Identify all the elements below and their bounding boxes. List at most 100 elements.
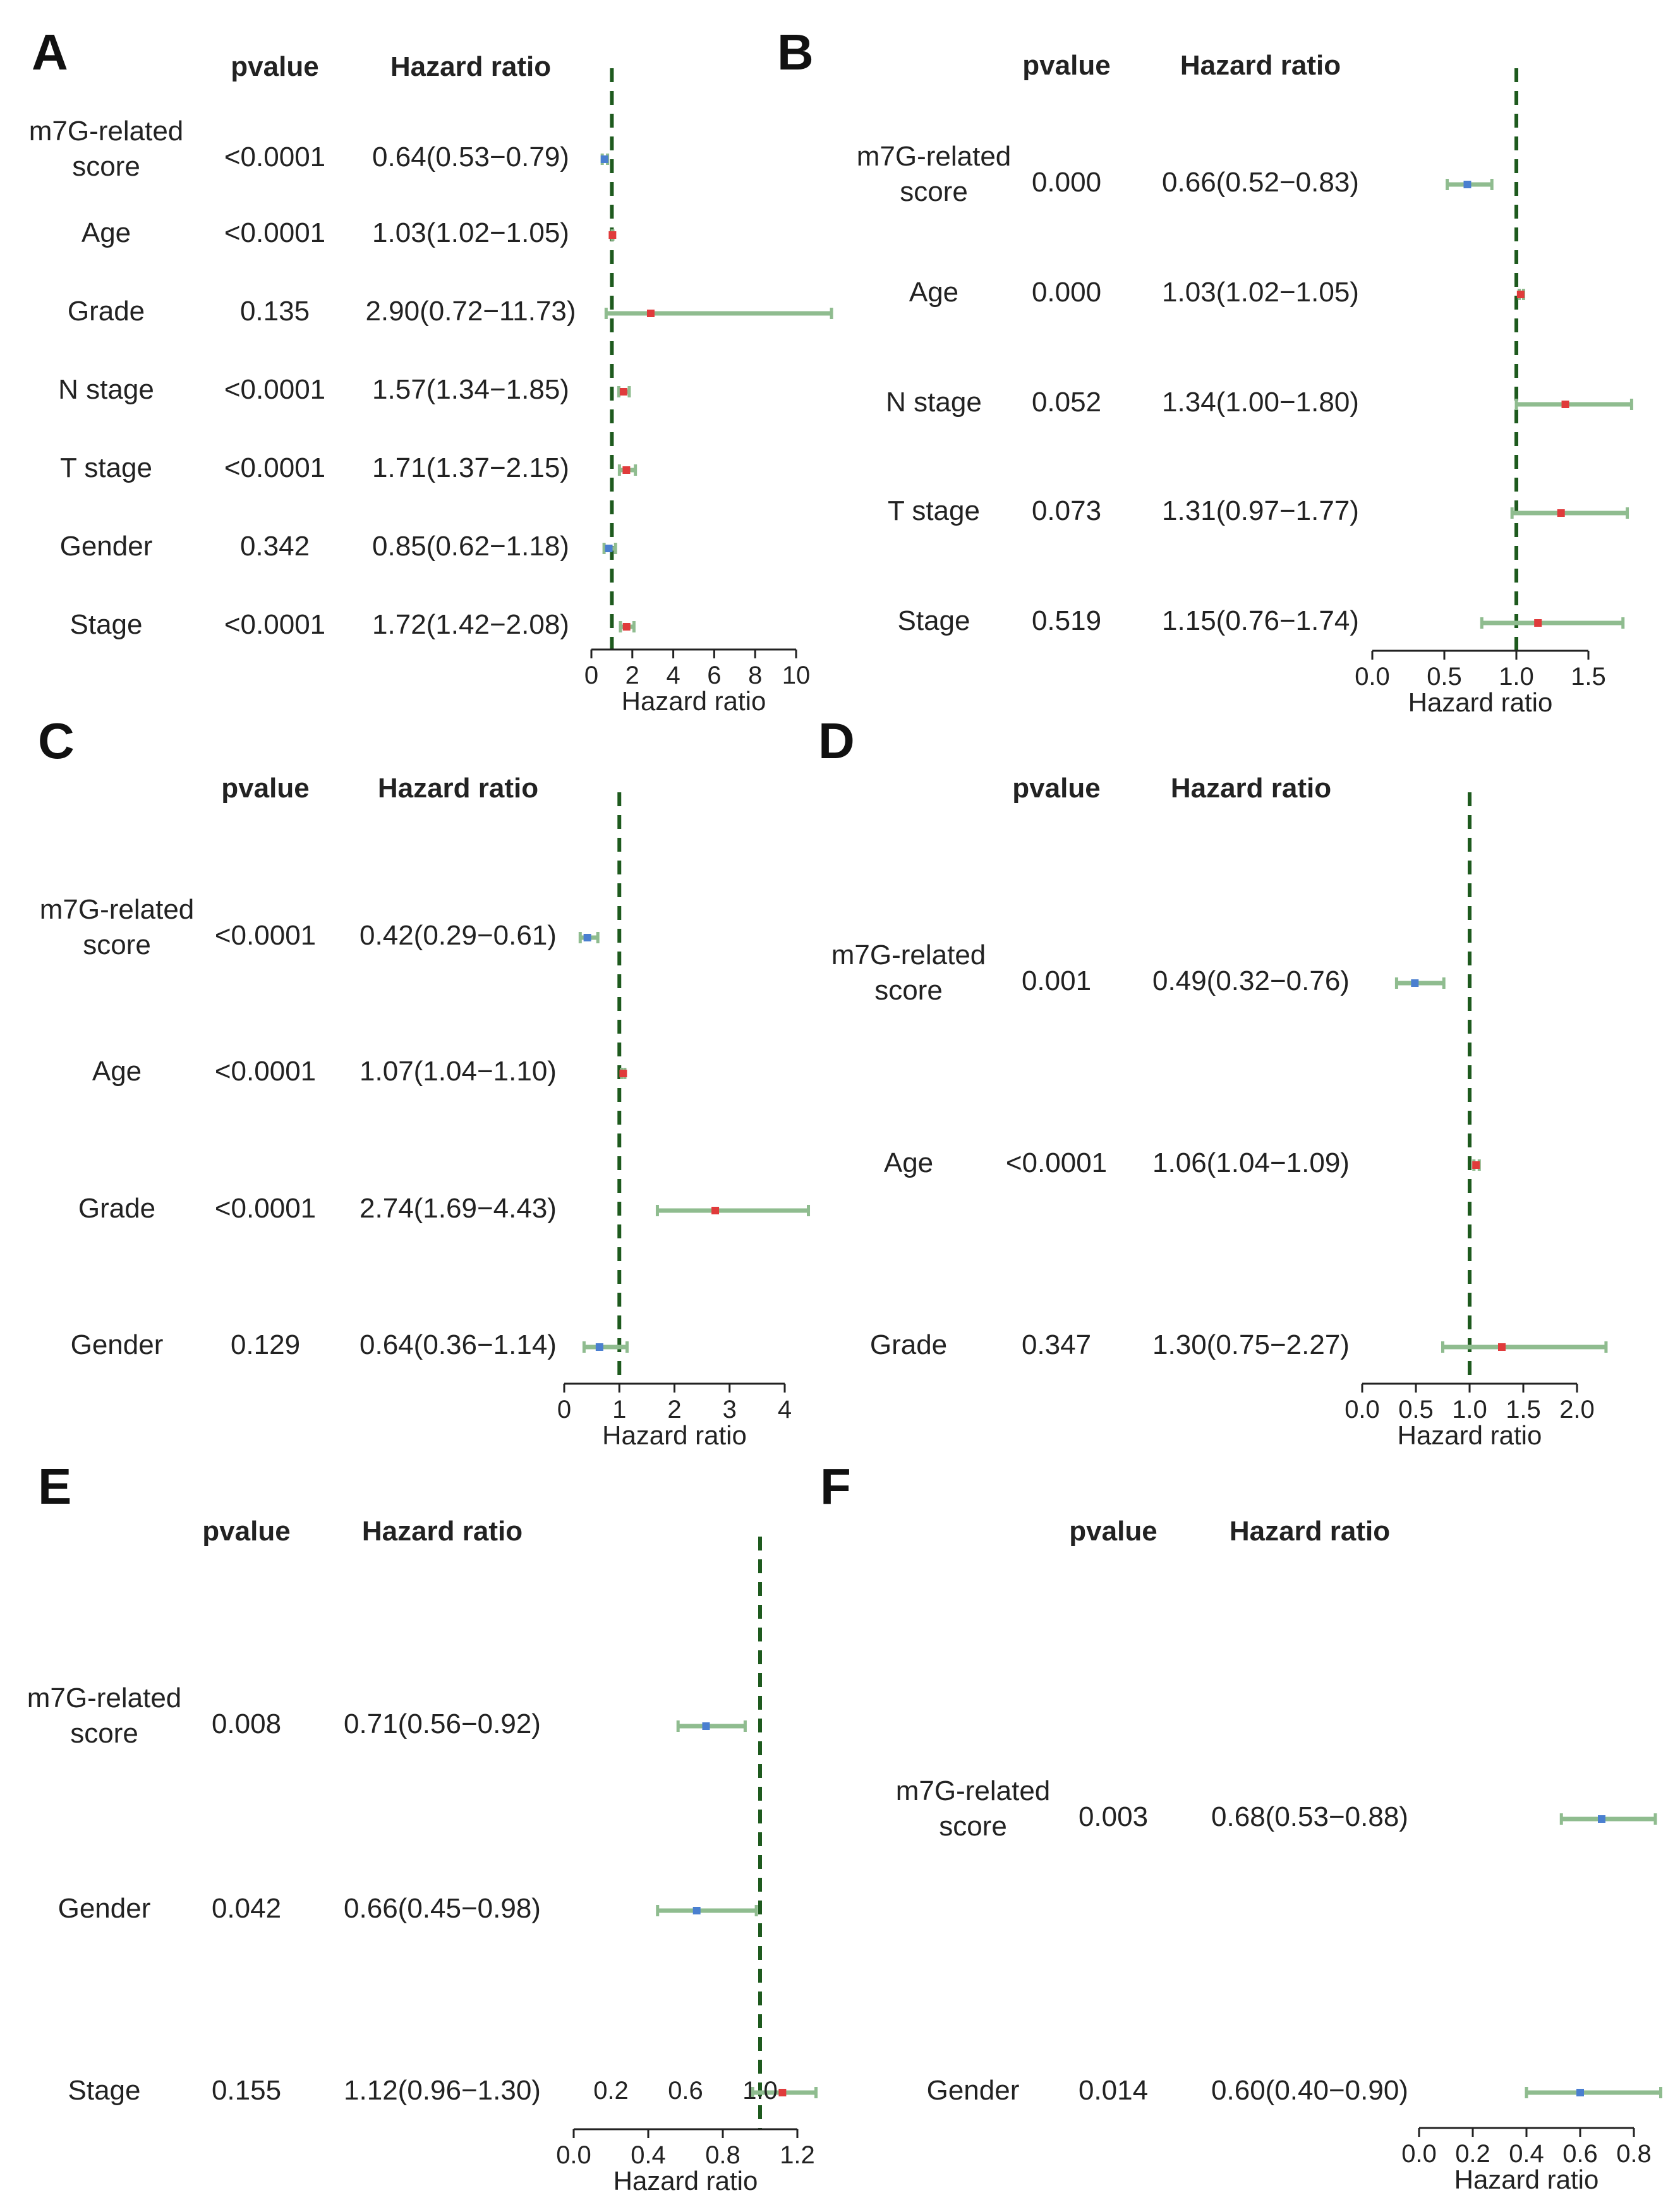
panel-a-x-tick-label: 8 bbox=[748, 662, 762, 689]
panel-b-row-label: Stage bbox=[898, 605, 970, 636]
panel-a-x-tick-label: 2 bbox=[625, 662, 639, 689]
panel-d-x-tick-label: 1.0 bbox=[1452, 1396, 1487, 1423]
panel-a-header-hazard-ratio: Hazard ratio bbox=[390, 51, 551, 82]
panel-d-x-tick-label: 0.5 bbox=[1398, 1396, 1434, 1423]
panel-c-x-tick-label: 3 bbox=[723, 1396, 737, 1423]
panel-b-row-label: Age bbox=[909, 277, 958, 308]
panel-b-point-estimate bbox=[1534, 619, 1542, 627]
panel-d-row-hr-text: 1.30(0.75−2.27) bbox=[1152, 1329, 1350, 1360]
panel-c-point-estimate bbox=[619, 1070, 627, 1077]
panel-f-header-hazard-ratio: Hazard ratio bbox=[1230, 1516, 1390, 1547]
panel-e-upper-tick-label: 0.6 bbox=[668, 2077, 703, 2105]
panel-a-row-pvalue: <0.0001 bbox=[224, 609, 325, 640]
panel-a-row-hr-text: 1.71(1.37−2.15) bbox=[372, 452, 569, 483]
panel-b-row-label: m7G-related score bbox=[857, 141, 1012, 207]
panel-a-row-pvalue: 0.342 bbox=[240, 531, 310, 562]
panel-a-row-pvalue: 0.135 bbox=[240, 296, 310, 327]
panel-e-row-hr-text: 1.12(0.96−1.30) bbox=[344, 2075, 541, 2106]
panel-d-row-pvalue: 0.001 bbox=[1022, 965, 1091, 996]
panel-c-row-hr-text: 1.07(1.04−1.10) bbox=[360, 1056, 557, 1087]
panel-c-x-tick-label: 4 bbox=[778, 1396, 792, 1423]
panel-a-row-pvalue: <0.0001 bbox=[224, 374, 325, 405]
panel-a-row-label: m7G-related score bbox=[29, 116, 184, 182]
panel-b-header-hazard-ratio: Hazard ratio bbox=[1180, 50, 1341, 81]
panel-a-x-tick-label: 10 bbox=[782, 662, 811, 689]
panel-a-row-hr-text: 0.64(0.53−0.79) bbox=[372, 142, 569, 172]
panel-b-x-tick-label: 1.0 bbox=[1499, 663, 1534, 691]
panel-f-row-hr-text: 0.68(0.53−0.88) bbox=[1211, 1801, 1408, 1832]
panel-c-x-tick-label: 1 bbox=[612, 1396, 626, 1423]
panel-b-point-estimate bbox=[1463, 181, 1472, 188]
panel-f-letter: F bbox=[820, 1458, 851, 1514]
panel-a-header-pvalue: pvalue bbox=[231, 51, 318, 82]
panel-b-x-tick-label: 1.5 bbox=[1571, 663, 1606, 691]
panel-f-x-axis-title: Hazard ratio bbox=[1454, 2165, 1599, 2194]
panel-a-row-hr-text: 1.57(1.34−1.85) bbox=[372, 374, 569, 405]
panel-f-x-tick-label: 0.0 bbox=[1401, 2140, 1437, 2168]
panel-b-point-estimate bbox=[1516, 291, 1525, 298]
panel-d-x-tick-label: 0.0 bbox=[1345, 1396, 1380, 1423]
panel-d-row-pvalue: <0.0001 bbox=[1006, 1147, 1107, 1178]
panel-a-row-label: Gender bbox=[60, 531, 153, 562]
panel-c-point-estimate bbox=[583, 934, 591, 941]
panel-d-row-label: Age bbox=[884, 1147, 933, 1178]
panel-e-row-pvalue: 0.155 bbox=[212, 2075, 281, 2106]
panel-e-x-axis-title: Hazard ratio bbox=[613, 2166, 758, 2196]
panel-b-row-label: T stage bbox=[888, 495, 980, 526]
panel-d-row-hr-text: 1.06(1.04−1.09) bbox=[1152, 1147, 1350, 1178]
panel-e-letter: E bbox=[38, 1458, 71, 1514]
panel-c-header-pvalue: pvalue bbox=[221, 773, 309, 804]
panel-c-row-label: m7G-related score bbox=[40, 894, 195, 960]
panel-f-row-label: m7G-related score bbox=[896, 1775, 1051, 1842]
panel-a-point-estimate bbox=[605, 545, 613, 552]
panel-f-row-hr-text: 0.60(0.40−0.90) bbox=[1211, 2075, 1408, 2106]
panel-d-x-tick-label: 2.0 bbox=[1559, 1396, 1595, 1423]
panel-e-x-tick-label: 0.4 bbox=[631, 2141, 666, 2169]
panel-a-row-label: Age bbox=[82, 217, 131, 248]
panel-a-row-pvalue: <0.0001 bbox=[224, 217, 325, 248]
panel-a-point-estimate bbox=[608, 231, 617, 239]
panel-c-row-hr-text: 0.64(0.36−1.14) bbox=[360, 1329, 557, 1360]
panel-b-x-tick-label: 0.5 bbox=[1427, 663, 1462, 691]
panel-d-point-estimate bbox=[1472, 1161, 1480, 1169]
panel-e-x-tick-label: 0.0 bbox=[556, 2141, 591, 2169]
panel-a-letter: A bbox=[32, 24, 68, 80]
panel-b-row-pvalue: 0.052 bbox=[1032, 387, 1101, 418]
panel-e-point-estimate bbox=[702, 1722, 710, 1730]
panel-d-row-label: m7G-related score bbox=[831, 940, 986, 1006]
panel-f-point-estimate bbox=[1576, 2089, 1584, 2096]
panel-e-header-hazard-ratio: Hazard ratio bbox=[362, 1516, 523, 1547]
panel-e-x-tick-label: 0.8 bbox=[705, 2141, 740, 2169]
panel-e-row-label: Stage bbox=[68, 2075, 141, 2106]
panel-f-point-estimate bbox=[1598, 1815, 1605, 1823]
panel-b-x-tick-label: 0.0 bbox=[1355, 663, 1390, 691]
panel-c-row-hr-text: 0.42(0.29−0.61) bbox=[360, 920, 557, 951]
panel-c-row-hr-text: 2.74(1.69−4.43) bbox=[360, 1193, 557, 1224]
panel-a-row-hr-text: 1.72(1.42−2.08) bbox=[372, 609, 569, 640]
panel-a-row-label: Grade bbox=[68, 296, 145, 327]
panel-f-x-tick-label: 0.6 bbox=[1562, 2140, 1598, 2168]
panel-a-x-tick-label: 4 bbox=[666, 662, 680, 689]
panel-b-row-label: N stage bbox=[886, 387, 982, 418]
panel-b-point-estimate bbox=[1561, 401, 1569, 408]
panel-d-x-axis-title: Hazard ratio bbox=[1398, 1420, 1542, 1450]
panel-e-upper-tick-label: 0.2 bbox=[593, 2077, 629, 2105]
panel-e-upper-tick-label: 1.0 bbox=[742, 2077, 778, 2105]
panel-c-header-hazard-ratio: Hazard ratio bbox=[378, 773, 538, 804]
panel-a-row-hr-text: 2.90(0.72−11.73) bbox=[365, 296, 576, 327]
panel-d-row-pvalue: 0.347 bbox=[1022, 1329, 1091, 1360]
panel-f-row-pvalue: 0.014 bbox=[1079, 2075, 1148, 2106]
panel-f-row-label: Gender bbox=[927, 2075, 1020, 2106]
panel-e-row-label: Gender bbox=[58, 1893, 151, 1924]
panel-a-row-hr-text: 1.03(1.02−1.05) bbox=[372, 217, 569, 248]
panel-c-row-pvalue: <0.0001 bbox=[215, 1193, 316, 1224]
panel-a-point-estimate bbox=[646, 310, 655, 317]
panel-e-point-estimate bbox=[692, 1907, 701, 1914]
panel-c-point-estimate bbox=[595, 1343, 603, 1351]
panel-a-x-axis-title: Hazard ratio bbox=[622, 686, 766, 716]
panel-c-row-label: Age bbox=[92, 1056, 142, 1087]
panel-a-point-estimate bbox=[622, 466, 631, 474]
panel-c-row-label: Gender bbox=[71, 1329, 164, 1360]
panel-e-x-tick-label: 1.2 bbox=[780, 2141, 815, 2169]
